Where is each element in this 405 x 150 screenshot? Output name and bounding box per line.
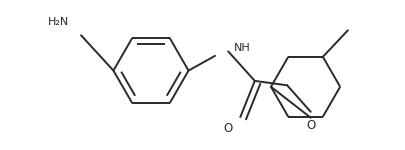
Text: O: O	[306, 118, 315, 132]
Text: H₂N: H₂N	[48, 17, 70, 27]
Text: O: O	[224, 122, 233, 135]
Text: NH: NH	[234, 44, 251, 54]
